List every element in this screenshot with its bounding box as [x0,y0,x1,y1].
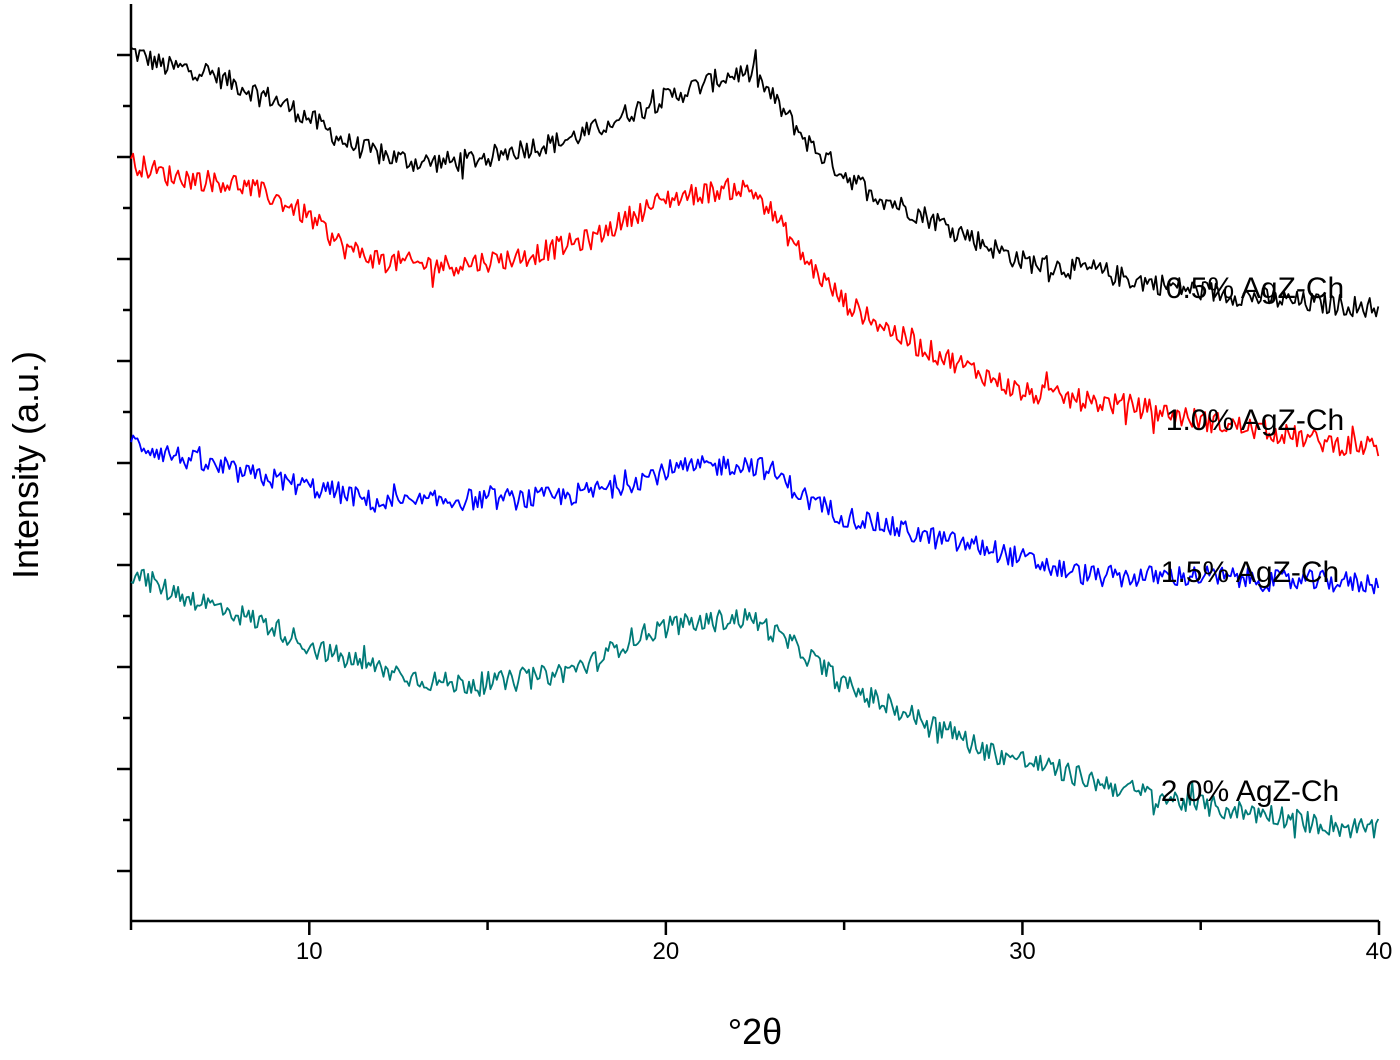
series-label: 1.5% AgZ-Ch [1161,556,1339,589]
series-line [130,568,1380,839]
x-tick-label: 10 [296,938,323,965]
x-axis-ticks: 10 20 30 40 [129,921,1393,965]
series-line [130,46,1380,318]
y-axis-label: Intensity (a.u.) [5,351,46,579]
series-label: 0.5% AgZ-Ch [1166,272,1344,305]
x-axis-label: °2θ [728,1011,782,1052]
series-lines [130,46,1380,839]
x-tick-label: 40 [1366,938,1393,965]
x-tick-label: 30 [1009,938,1036,965]
series-label: 1.0% AgZ-Ch [1166,404,1344,437]
series-labels: 0.5% AgZ-Ch 1.0% AgZ-Ch 1.5% AgZ-Ch 2.0% Ag… [1161,272,1344,808]
series-line [130,152,1380,457]
x-tick-label: 20 [653,938,680,965]
series-line [130,434,1380,595]
series-label: 2.0% AgZ-Ch [1161,775,1339,808]
y-axis-ticks [117,53,131,873]
